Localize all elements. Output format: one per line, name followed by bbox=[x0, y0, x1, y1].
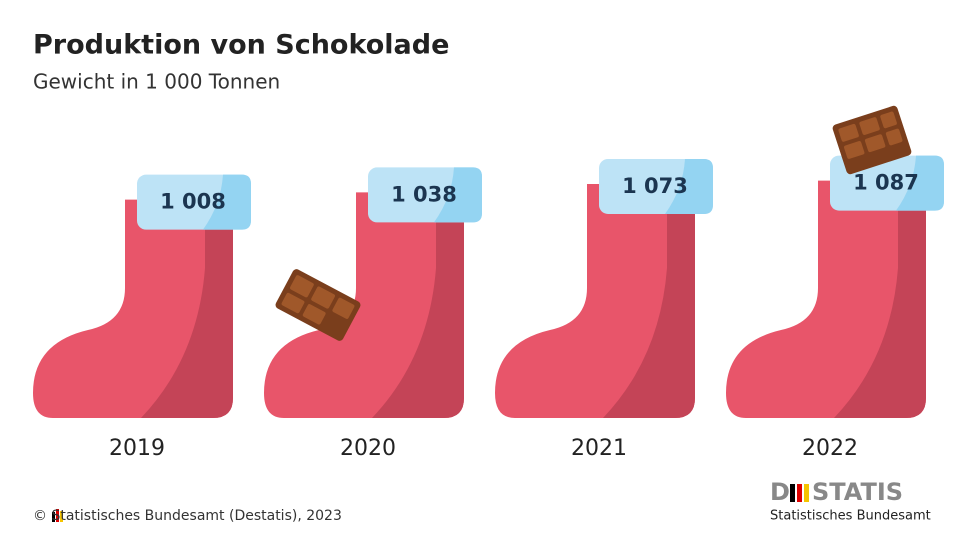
x-tick-label: 2020 bbox=[340, 436, 396, 461]
source-icon bbox=[52, 509, 63, 522]
x-tick-label: 2021 bbox=[571, 436, 627, 461]
stocking-shade bbox=[603, 183, 695, 418]
cuff-shade bbox=[434, 167, 482, 223]
value-label: 1 008 bbox=[160, 190, 226, 214]
chart-title: Produktion von Schokolade bbox=[33, 30, 449, 61]
value-label: 1 087 bbox=[853, 171, 919, 195]
stocking-shade bbox=[834, 180, 926, 418]
stocking-shade bbox=[141, 199, 233, 418]
x-tick-label: 2019 bbox=[109, 436, 165, 461]
value-label: 1 073 bbox=[622, 174, 688, 198]
value-label: 1 038 bbox=[391, 182, 457, 206]
stocking: 1 038 bbox=[264, 167, 482, 418]
stocking-shade bbox=[372, 192, 464, 418]
cuff-shade bbox=[203, 174, 251, 230]
x-tick-label: 2022 bbox=[802, 436, 858, 461]
logo-bars bbox=[790, 484, 809, 502]
source: © Statistisches Bundesamt (Destatis), 20… bbox=[33, 508, 342, 524]
cuff-shade bbox=[896, 155, 944, 211]
logo-left: D bbox=[770, 478, 790, 506]
logo-right: STATIS bbox=[812, 478, 903, 506]
plot: 1 008 2019 1 038 2020 1 073 2021 1 087 2022 bbox=[33, 155, 944, 461]
stocking: 1 073 bbox=[495, 158, 713, 418]
stocking: 1 008 bbox=[33, 174, 251, 418]
logo-sub: Statistisches Bundesamt bbox=[770, 509, 931, 524]
chocolate-2022 bbox=[832, 105, 912, 175]
stocking: 1 087 bbox=[726, 155, 944, 418]
chocolate-2020 bbox=[275, 269, 361, 341]
cuff-shade bbox=[665, 158, 713, 214]
chart-subtitle: Gewicht in 1 000 Tonnen bbox=[33, 70, 280, 94]
